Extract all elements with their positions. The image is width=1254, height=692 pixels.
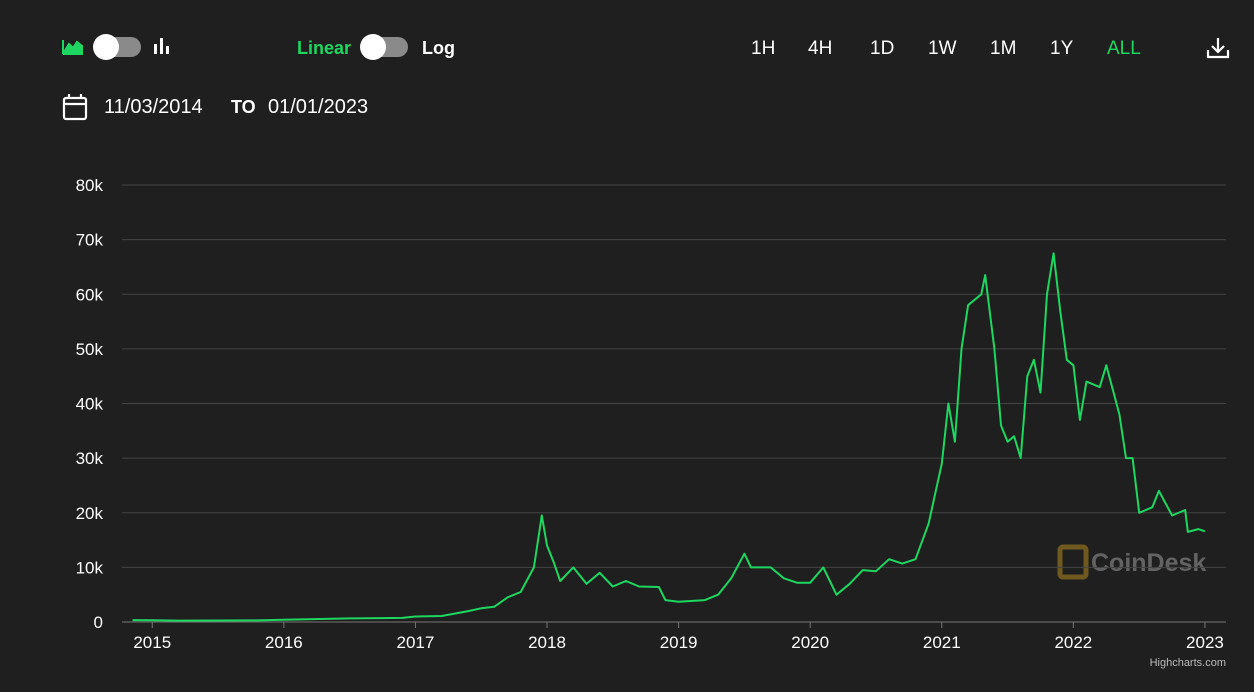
- scale-linear[interactable]: Linear: [297, 38, 352, 58]
- y-tick-label: 60k: [76, 285, 104, 304]
- y-tick-label: 80k: [76, 176, 104, 195]
- range-button[interactable]: ALL: [1107, 38, 1141, 59]
- range-button[interactable]: 1D: [870, 38, 895, 59]
- y-tick-label: 30k: [76, 449, 104, 468]
- range-button[interactable]: 4H: [808, 38, 833, 59]
- x-tick-label: 2020: [791, 633, 829, 652]
- y-tick-label: 20k: [76, 504, 104, 523]
- y-tick-label: 40k: [76, 395, 104, 414]
- calendar-icon[interactable]: [62, 93, 88, 121]
- scale-log[interactable]: Log: [422, 38, 455, 58]
- x-tick-label: 2015: [133, 633, 171, 652]
- price-line: [132, 252, 1206, 622]
- y-tick-label: 50k: [76, 340, 104, 359]
- x-tick-label: 2023: [1186, 633, 1224, 652]
- scale-toggle[interactable]: [360, 34, 408, 60]
- y-tick-label: 0: [94, 613, 103, 632]
- x-tick-label: 2021: [923, 633, 961, 652]
- x-tick-label: 2016: [265, 633, 303, 652]
- download-icon[interactable]: [1205, 35, 1231, 61]
- range-button[interactable]: 1Y: [1050, 38, 1074, 59]
- date-to[interactable]: 01/01/2023: [268, 96, 369, 118]
- range-button[interactable]: 1H: [751, 38, 776, 59]
- date-from[interactable]: 11/03/2014: [104, 96, 203, 118]
- range-button[interactable]: 1W: [928, 38, 957, 59]
- watermark: CoinDesk: [1057, 544, 1206, 580]
- date-separator: TO: [231, 97, 256, 117]
- y-tick-label: 70k: [76, 231, 104, 250]
- x-tick-label: 2022: [1054, 633, 1092, 652]
- y-tick-label: 10k: [76, 558, 104, 577]
- range-button[interactable]: 1M: [990, 38, 1017, 59]
- credits[interactable]: Highcharts.com: [1150, 657, 1226, 669]
- watermark-text: CoinDesk: [1091, 549, 1206, 577]
- bar-icon[interactable]: [153, 36, 173, 56]
- x-tick-label: 2019: [660, 633, 698, 652]
- x-tick-label: 2017: [397, 633, 435, 652]
- x-tick-label: 2018: [528, 633, 566, 652]
- chart-type-toggle[interactable]: [93, 34, 141, 60]
- area-icon[interactable]: [62, 36, 84, 56]
